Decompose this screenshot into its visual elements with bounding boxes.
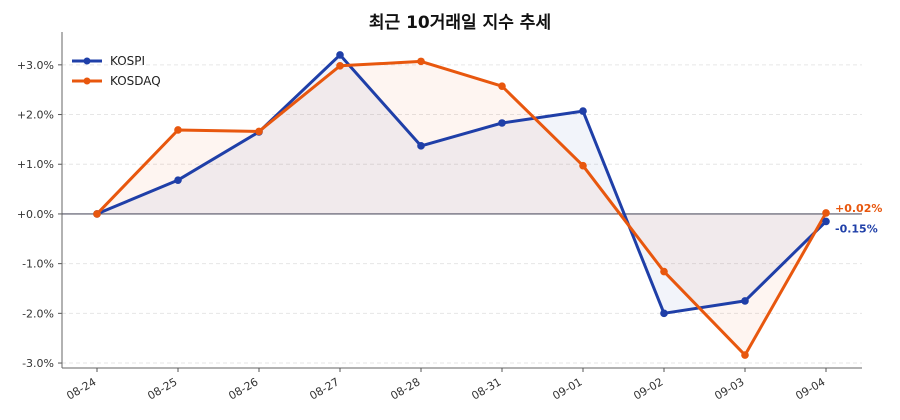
data-point-kosdaq — [336, 62, 344, 70]
x-tick-label: 08-27 — [307, 375, 341, 402]
legend-label-kosdaq: KOSDAQ — [110, 74, 161, 88]
data-point-kosdaq — [417, 57, 425, 66]
x-tick-label: 08-24 — [64, 375, 98, 402]
y-tick-label: +0.0% — [17, 208, 54, 221]
data-points — [93, 51, 830, 359]
data-point-kospi — [579, 107, 587, 115]
end-labels: -0.15% +0.02% — [835, 202, 882, 235]
x-tick-label: 09-03 — [712, 375, 746, 402]
data-point-kosdaq — [579, 161, 587, 170]
area-fills — [97, 54, 826, 356]
legend-marker-kospi — [83, 57, 91, 65]
end-label-kospi: -0.15% — [835, 222, 878, 235]
y-tick-label: -1.0% — [22, 258, 54, 271]
data-point-kospi — [498, 119, 506, 127]
data-point-kosdaq — [498, 82, 506, 91]
data-point-kosdaq — [660, 267, 668, 276]
x-tick-label: 09-01 — [550, 375, 584, 402]
data-point-kosdaq — [93, 210, 101, 218]
legend: KOSPI KOSDAQ — [72, 54, 161, 88]
data-point-kosdaq — [822, 209, 830, 217]
data-point-kospi — [660, 309, 668, 318]
x-tick-label: 08-25 — [145, 375, 179, 402]
x-tick-label: 09-04 — [793, 375, 827, 402]
x-tick-label: 08-26 — [226, 375, 260, 402]
data-point-kospi — [417, 142, 425, 150]
area-fill-kosdaq — [97, 61, 826, 356]
y-tick-label: -2.0% — [22, 307, 54, 320]
x-tick-label: 08-28 — [388, 375, 422, 402]
data-point-kosdaq — [741, 351, 749, 359]
legend-label-kospi: KOSPI — [110, 54, 145, 68]
legend-marker-kosdaq — [83, 77, 91, 85]
data-point-kospi — [822, 217, 830, 226]
y-tick-label: +3.0% — [17, 59, 54, 72]
y-tick-label: -3.0% — [22, 357, 54, 370]
area-fill-kospi — [97, 54, 826, 314]
data-point-kospi — [741, 297, 749, 305]
series-line-kospi — [96, 53, 828, 315]
x-tick-label: 08-31 — [469, 375, 503, 402]
data-point-kosdaq — [255, 127, 263, 136]
y-tick-label: +2.0% — [17, 109, 54, 122]
chart-title: 최근 10거래일 지수 추세 — [369, 13, 551, 33]
y-tick-label: +1.0% — [17, 158, 54, 171]
end-label-kosdaq: +0.02% — [835, 202, 882, 215]
data-point-kospi — [336, 51, 344, 59]
data-point-kosdaq — [174, 126, 182, 134]
x-tick-label: 09-02 — [631, 375, 665, 402]
series-line-kosdaq — [95, 59, 828, 357]
data-point-kospi — [174, 176, 182, 184]
series-lines — [95, 53, 828, 357]
